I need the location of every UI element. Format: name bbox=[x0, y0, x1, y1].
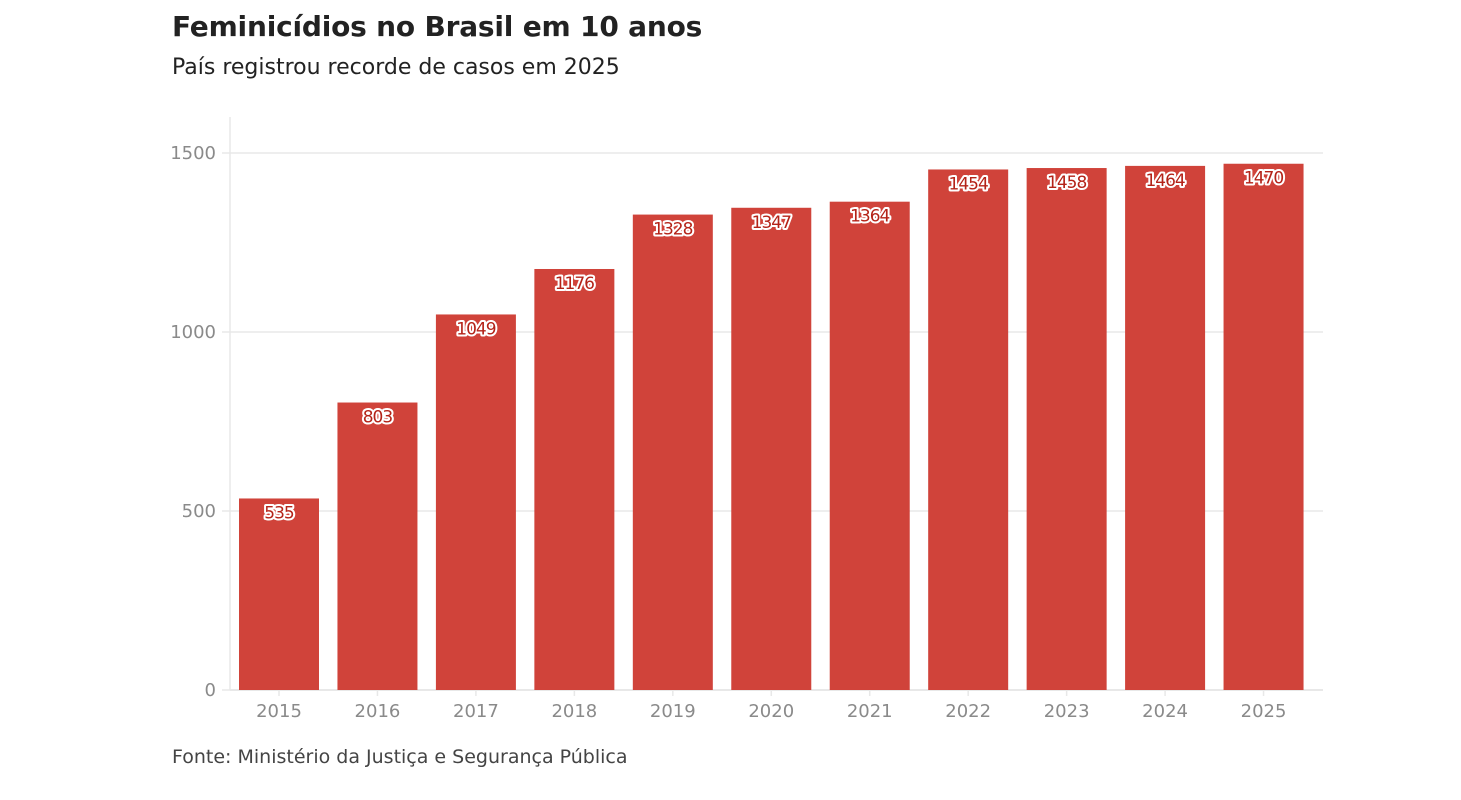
x-tick-label: 2021 bbox=[847, 701, 893, 722]
x-tick-label: 2017 bbox=[453, 701, 499, 722]
data-label-2018: 1176 bbox=[555, 274, 594, 294]
bar-2016 bbox=[337, 402, 418, 690]
bar-2023 bbox=[1026, 168, 1107, 690]
y-tick-label: 1000 bbox=[170, 322, 216, 343]
data-label-2017: 1049 bbox=[456, 319, 495, 339]
bar-2019 bbox=[632, 214, 713, 691]
data-label-2019: 1328 bbox=[653, 220, 692, 240]
data-label-2022: 1454 bbox=[949, 174, 988, 194]
data-label-2015: 535 bbox=[264, 503, 294, 523]
data-label-2023: 1458 bbox=[1047, 173, 1086, 193]
x-tick-label: 2024 bbox=[1142, 701, 1188, 722]
axes: 0 500 1000 1500 2015 2016 2017 2018 2019 2020 2021… bbox=[170, 117, 1323, 722]
x-tick-label: 2018 bbox=[551, 701, 597, 722]
data-label-2016: 803 bbox=[363, 408, 393, 428]
y-tick-label: 500 bbox=[182, 501, 216, 522]
chart-title: Feminicídios no Brasil em 10 anos bbox=[172, 10, 703, 43]
x-tick-label: 2022 bbox=[945, 701, 991, 722]
bar-2025 bbox=[1223, 163, 1304, 691]
y-tick-label: 1500 bbox=[170, 143, 216, 164]
x-tick-label: 2023 bbox=[1044, 701, 1090, 722]
x-tick-label: 2015 bbox=[256, 701, 302, 722]
chart-subtitle: País registrou recorde de casos em 2025 bbox=[172, 55, 620, 80]
source-note: Fonte: Ministério da Justiça e Segurança… bbox=[172, 746, 628, 768]
bar-2015 bbox=[239, 498, 319, 690]
data-label-2024: 1464 bbox=[1145, 171, 1184, 191]
data-label-2025: 1470 bbox=[1244, 169, 1283, 189]
y-tick-label: 0 bbox=[205, 680, 216, 701]
bar-2020 bbox=[731, 207, 812, 691]
data-label-2021: 1364 bbox=[850, 207, 889, 227]
x-tick-label: 2016 bbox=[355, 701, 401, 722]
x-tick-label: 2020 bbox=[748, 701, 794, 722]
x-tick-label: 2025 bbox=[1241, 701, 1287, 722]
bar-2018 bbox=[534, 268, 615, 690]
x-tick-label: 2019 bbox=[650, 701, 696, 722]
data-labels: 535 803 1049 1176 1328 1347 1364 1454 1458 1464 14… bbox=[262, 167, 1286, 526]
bars bbox=[239, 163, 1304, 691]
data-label-2020: 1347 bbox=[752, 213, 791, 233]
bar-2022 bbox=[928, 169, 1009, 690]
bar-2017 bbox=[435, 314, 516, 690]
bar-2021 bbox=[829, 201, 910, 691]
bar-2024 bbox=[1125, 165, 1206, 690]
